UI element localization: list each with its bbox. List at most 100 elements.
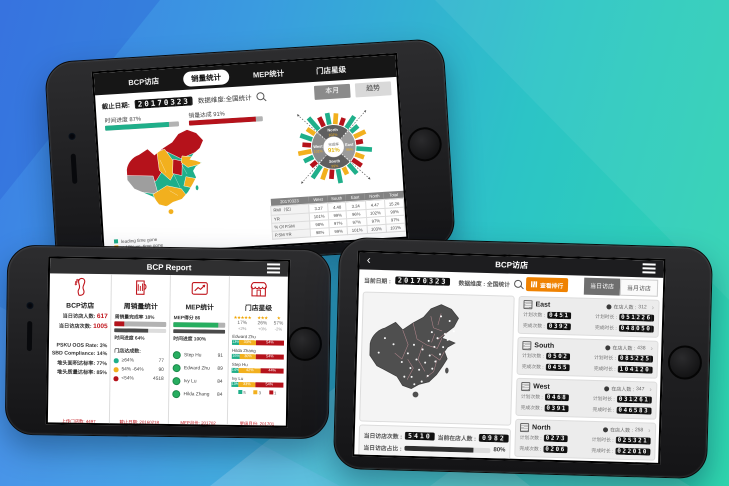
date-display: 20170323 bbox=[394, 276, 451, 286]
green-circle-icon bbox=[172, 390, 181, 399]
back-chevron-icon[interactable]: ‹ bbox=[366, 252, 371, 267]
stat-row: 当日访店人数: 617 bbox=[62, 313, 108, 321]
column-weekly-sales: 周销量统计 周销量完成率 18% 时间进度 64% 门店达成数: ≥64% 77 … bbox=[110, 274, 172, 428]
person-row: Hilda Zhang 84 bbox=[172, 390, 224, 399]
home-button[interactable] bbox=[287, 326, 323, 362]
earpiece-speaker bbox=[70, 153, 78, 184]
done-time-label: 完成时长 : bbox=[591, 448, 614, 455]
visit-ratio-value: 80% bbox=[493, 447, 506, 454]
list-item: ≥64% 77 bbox=[114, 358, 166, 364]
chevron-right-icon[interactable]: › bbox=[650, 345, 653, 353]
region-card-east[interactable]: East 在店人数 :312 › 计划次数 :0451 计划时长 :051226… bbox=[517, 295, 660, 338]
plan-time-display: 025321 bbox=[615, 436, 651, 445]
region-summary-table: 20170323 West South East North Total RMI… bbox=[270, 190, 406, 240]
list-item: 54% -64% 90 bbox=[113, 367, 166, 373]
star-group: ★★★★★ 17% +2% bbox=[233, 314, 252, 332]
building-icon bbox=[522, 340, 532, 350]
bar-label: 时间进度 64% bbox=[114, 336, 145, 342]
date-display: 20170323 bbox=[134, 95, 194, 109]
column-footer: 上传门店数: 4497 bbox=[61, 418, 96, 424]
column-title: MEP统计 bbox=[185, 304, 214, 312]
tab-mep-stats[interactable]: MEP统计 bbox=[252, 68, 285, 80]
done-time-display: 104120 bbox=[617, 365, 653, 374]
stat-row: 堆头质量达标率: 85% bbox=[57, 369, 107, 377]
done-time-display: 046583 bbox=[616, 406, 652, 415]
home-button[interactable] bbox=[406, 126, 443, 163]
green-dot-icon bbox=[114, 358, 119, 364]
quadrant-south-label: South bbox=[329, 158, 341, 164]
instore-dot-icon bbox=[604, 385, 610, 391]
chevron-right-icon[interactable]: › bbox=[648, 427, 651, 435]
home-button[interactable] bbox=[667, 345, 703, 380]
tab-monthly-visits[interactable]: 当月访店 bbox=[619, 278, 659, 297]
done-count-display: 0391 bbox=[544, 404, 570, 413]
done-count-display: 0455 bbox=[545, 363, 571, 372]
column-title: 门店星级 bbox=[244, 305, 273, 313]
quadrant-east-value: 96% bbox=[346, 147, 353, 151]
search-icon[interactable] bbox=[513, 279, 523, 288]
region-card-north[interactable]: North 在店人数 :258 › 计划次数 :0273 计划时长 :02532… bbox=[514, 418, 656, 461]
visits-count-label: 当日访店次数 : bbox=[363, 433, 403, 441]
region-card-south[interactable]: South 在店人数 :438 › 计划次数 :0502 计划时长 :08522… bbox=[516, 336, 659, 379]
plan-time-display: 085225 bbox=[617, 354, 653, 363]
quadrant-south-value: 99% bbox=[331, 164, 338, 168]
list-item: <54% 4518 bbox=[113, 376, 166, 382]
menu-icon[interactable] bbox=[267, 263, 281, 266]
dimension-label: 数据维度:全国统计 bbox=[197, 94, 252, 106]
quadrant-north-value: 102% bbox=[328, 133, 337, 138]
quadrant-east-label: East bbox=[345, 142, 354, 148]
china-map-colored bbox=[123, 127, 208, 215]
plan-time-label: 计划时长 : bbox=[593, 355, 616, 362]
building-icon bbox=[521, 381, 531, 391]
bcp-report-screen: BCP Report BCP访店 当日访店人数: 617 当日访店次数: 100… bbox=[45, 256, 291, 428]
region-name: East bbox=[535, 300, 551, 309]
tab-bcp-visits[interactable]: BCP访店 bbox=[128, 75, 160, 87]
done-time-display: 048050 bbox=[618, 324, 654, 333]
done-time-label: 完成时长 : bbox=[593, 366, 616, 373]
region-name: North bbox=[531, 423, 551, 432]
plan-count-label: 计划次数 : bbox=[519, 435, 542, 442]
legend-teal-icon bbox=[113, 239, 119, 244]
stat-row: 当日访店次数: 1005 bbox=[58, 322, 108, 330]
chevron-right-icon[interactable]: › bbox=[649, 386, 652, 394]
star-summary: ★★★★★ 17% +2% ★★★ 26% +0% ★ 57% -2% bbox=[233, 315, 283, 332]
person-row: Ivy Lu 84 bbox=[172, 377, 225, 386]
chevron-right-icon[interactable]: › bbox=[651, 304, 655, 312]
visit-ratio-bar bbox=[404, 445, 491, 453]
quadrant-west-label: West bbox=[313, 144, 323, 150]
tab-sales-stats[interactable]: 销量统计 bbox=[182, 68, 230, 87]
rating-legend: 5 3 1 bbox=[231, 389, 283, 396]
green-circle-icon bbox=[173, 351, 182, 360]
month-button[interactable]: 本月 bbox=[313, 83, 351, 100]
column-title: BCP访店 bbox=[66, 302, 95, 310]
date-label: 截止日期: bbox=[101, 102, 131, 111]
view-ranking-button[interactable]: 查看排行 bbox=[525, 277, 569, 293]
stacked-bar: 13% 33% 54% bbox=[231, 381, 284, 388]
plan-count-label: 计划次数 : bbox=[521, 353, 544, 360]
instore-dot-icon bbox=[606, 303, 612, 309]
tab-daily-visits[interactable]: 当日访店 bbox=[583, 277, 621, 296]
camera-icon bbox=[26, 302, 34, 310]
instore-dot-icon bbox=[605, 344, 611, 350]
person-row: Edward Zhu 89 bbox=[172, 364, 225, 373]
tab-store-rating[interactable]: 门店星级 bbox=[315, 64, 347, 76]
region-card-west[interactable]: West 在店人数 :347 › 计划次数 :0468 计划时长 :031261… bbox=[515, 377, 657, 420]
plan-time-label: 计划时长 : bbox=[592, 396, 615, 403]
stacked-bar: 14% 42% 44% bbox=[231, 367, 284, 374]
trend-button[interactable]: 趋势 bbox=[354, 81, 392, 98]
green-circle-icon bbox=[172, 377, 181, 386]
bcp-visits-screen: ‹ BCP访店 当前日期 : 20170323 数据维度 : 全国统计 查看排行… bbox=[352, 250, 666, 465]
instore-count: 在店人数 :312 bbox=[606, 303, 647, 311]
phone-bcp-report: BCP Report BCP访店 当日访店人数: 617 当日访店次数: 100… bbox=[4, 244, 332, 440]
plan-count-label: 计划次数 : bbox=[523, 312, 546, 319]
phone-sales-stats: BCP访店 销量统计 MEP统计 门店星级 截止日期: 20170323 数据维… bbox=[43, 37, 457, 273]
date-label: 当前日期 : bbox=[364, 278, 391, 285]
bar-chart-icon bbox=[530, 281, 538, 288]
stat-row: SBD Compliance: 14% bbox=[51, 350, 108, 358]
search-icon[interactable] bbox=[256, 92, 265, 101]
menu-icon[interactable] bbox=[642, 263, 656, 266]
column-footer: 星级月份: 201701 bbox=[239, 421, 275, 427]
bar-label: 时间进度 100% bbox=[173, 337, 207, 343]
done-time-label: 完成时长 : bbox=[594, 325, 617, 332]
